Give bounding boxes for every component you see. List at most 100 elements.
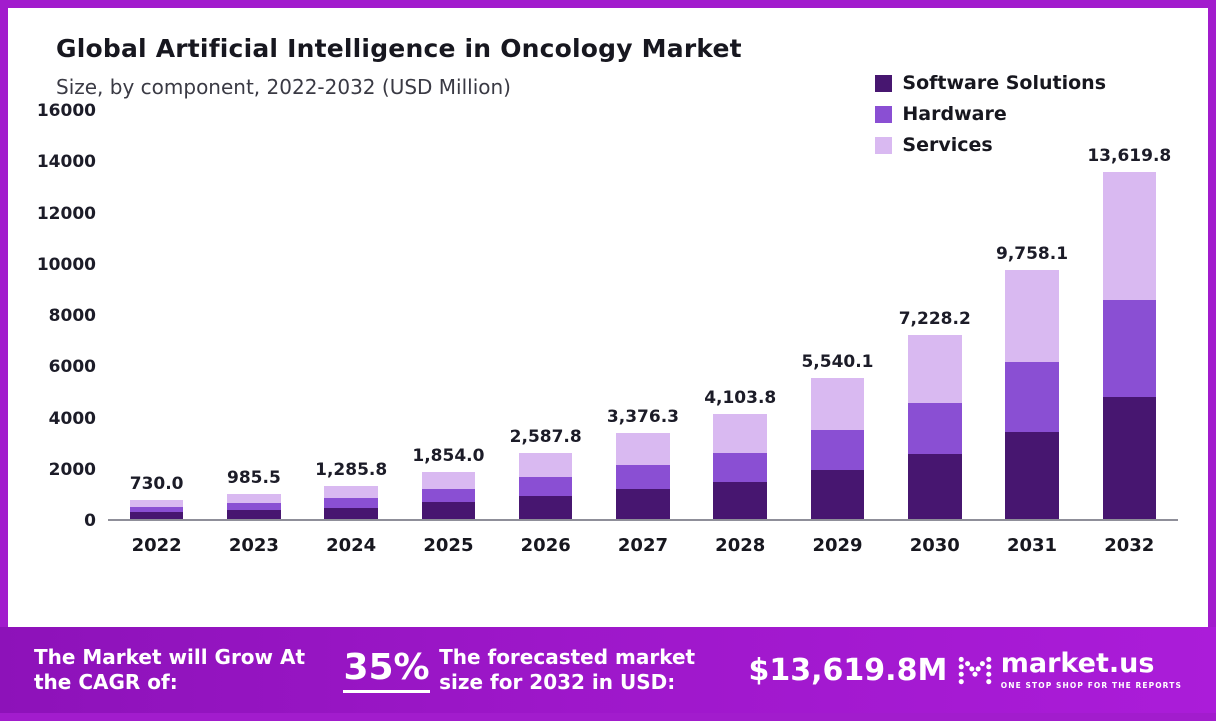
segment-services [1005, 270, 1059, 363]
segment-software-solutions [421, 502, 476, 519]
bar-group-2030: 7,228.2 [886, 111, 983, 519]
segment-software-solutions [810, 469, 865, 519]
segment-software-solutions [1102, 397, 1157, 519]
legend-swatch [875, 136, 893, 154]
bar-group-2032: 13,619.8 [1081, 111, 1178, 519]
cagr-value: 35% [343, 647, 430, 693]
y-tick-label: 4000 [48, 408, 96, 429]
footer-banner: The Market will Grow At the CAGR of: 35%… [0, 627, 1216, 713]
segment-services [129, 500, 184, 508]
cagr-label: The Market will Grow At the CAGR of: [34, 645, 306, 694]
x-axis-label: 2032 [1104, 535, 1155, 556]
legend-swatch [875, 105, 893, 123]
bar-stack [129, 500, 184, 519]
x-axis-label: 2022 [131, 535, 182, 556]
segment-hardware [227, 503, 281, 511]
segment-software-solutions [908, 454, 962, 519]
y-tick-label: 2000 [48, 459, 96, 480]
bar-total-label: 1,854.0 [412, 445, 485, 466]
bar-stack [421, 471, 476, 519]
legend-item-hardware: Hardware [875, 103, 1106, 125]
segment-software-solutions [227, 510, 281, 519]
segment-software-solutions [129, 512, 184, 519]
segment-hardware [908, 402, 962, 455]
bar-stack [616, 432, 670, 519]
legend: Software Solutions Hardware Services [875, 72, 1106, 156]
bar-total-label: 985.5 [227, 467, 281, 488]
bar-group-2031: 9,758.1 [983, 111, 1080, 519]
segment-hardware [810, 430, 865, 470]
segment-hardware [713, 453, 767, 483]
y-tick-label: 12000 [36, 203, 96, 224]
segment-hardware [1102, 300, 1157, 398]
y-tick-label: 16000 [36, 101, 96, 121]
y-tick-label: 8000 [48, 306, 96, 326]
segment-hardware [421, 489, 476, 503]
segment-services [810, 377, 865, 430]
bar-total-label: 1,285.8 [315, 460, 388, 481]
legend-item-software-solutions: Software Solutions [875, 72, 1106, 94]
segment-hardware [129, 507, 184, 513]
bar-group-2027: 3,376.3 [594, 111, 691, 519]
segment-software-solutions [616, 488, 670, 519]
bar-stack [1005, 270, 1059, 519]
segment-services [1102, 171, 1157, 301]
x-axis-label: 2025 [423, 535, 474, 556]
y-tick-label: 14000 [36, 152, 96, 173]
segment-services [421, 471, 476, 490]
bar-group-2023: 985.5 [205, 111, 302, 519]
segment-hardware [1005, 362, 1059, 432]
bar-group-2025: 1,854.0 [400, 111, 497, 519]
bar-stack [908, 334, 962, 519]
brand-text: market.us ONE STOP SHOP FOR THE REPORTS [1001, 650, 1182, 690]
bar-group-2024: 1,285.8 [303, 111, 400, 519]
segment-services [908, 334, 962, 403]
brand-name: market.us [1000, 648, 1155, 679]
x-axis-label: 2029 [812, 535, 863, 556]
bar-total-label: 7,228.2 [898, 308, 971, 329]
x-axis-label: 2028 [715, 535, 766, 556]
segment-hardware [518, 477, 573, 496]
chart-card: Global Artificial Intelligence in Oncolo… [8, 8, 1208, 627]
segment-software-solutions [1005, 431, 1059, 519]
x-axis-label: 2027 [617, 535, 669, 556]
bar-group-2026: 2,587.8 [497, 111, 594, 519]
bar-stack [810, 377, 865, 519]
segment-services [227, 493, 281, 504]
bar-stack [1102, 171, 1157, 519]
x-axis-labels: 2022 2023 2024 2025 2026 2027 2028 2029 2030 2031… [108, 521, 1178, 556]
bar-stack [713, 414, 767, 519]
bars: 730.0 985.5 1,285.8 1,854.0 2,587.8 3,376.3 4,… [108, 111, 1178, 519]
segment-services [518, 453, 573, 478]
x-axis-label: 2030 [909, 535, 960, 556]
bar-total-label: 2,587.8 [509, 427, 582, 448]
bar-group-2028: 4,103.8 [692, 111, 789, 519]
bar-stack [324, 486, 378, 519]
marketus-dots-m-icon [958, 656, 992, 685]
bar-total-label: 4,103.8 [704, 388, 777, 409]
chart-header: Global Artificial Intelligence in Oncolo… [8, 8, 1208, 99]
stacked-bar-chart: 0 2000 4000 6000 8000 10000 12000 14000 16000 73… [18, 101, 1190, 531]
segment-services [713, 414, 767, 454]
bar-group-2022: 730.0 [108, 111, 205, 519]
page-subtitle: Size, by component, 2022-2032 (USD Milli… [56, 75, 511, 99]
legend-label: Software Solutions [902, 72, 1106, 94]
bar-group-2029: 5,540.1 [789, 111, 886, 519]
legend-item-services: Services [875, 134, 1106, 156]
bar-total-label: 5,540.1 [801, 351, 874, 372]
segment-hardware [616, 464, 670, 489]
bar-stack [518, 453, 573, 519]
brand-tagline: ONE STOP SHOP FOR THE REPORTS [1000, 681, 1182, 690]
page-title: Global Artificial Intelligence in Oncolo… [56, 34, 742, 63]
y-tick-label: 10000 [36, 254, 96, 275]
segment-software-solutions [713, 482, 767, 519]
y-axis-labels: 0 2000 4000 6000 8000 10000 12000 14000 16000 [18, 101, 96, 531]
segment-hardware [324, 498, 378, 508]
x-axis-label: 2026 [520, 535, 571, 556]
brand-logo: market.us ONE STOP SHOP FOR THE REPORTS [957, 650, 1182, 690]
y-tick-label: 0 [84, 511, 96, 531]
bar-total-label: 3,376.3 [606, 406, 679, 427]
forecast-value: $13,619.8M [748, 652, 948, 688]
segment-services [324, 486, 378, 499]
y-tick-label: 6000 [48, 357, 96, 378]
